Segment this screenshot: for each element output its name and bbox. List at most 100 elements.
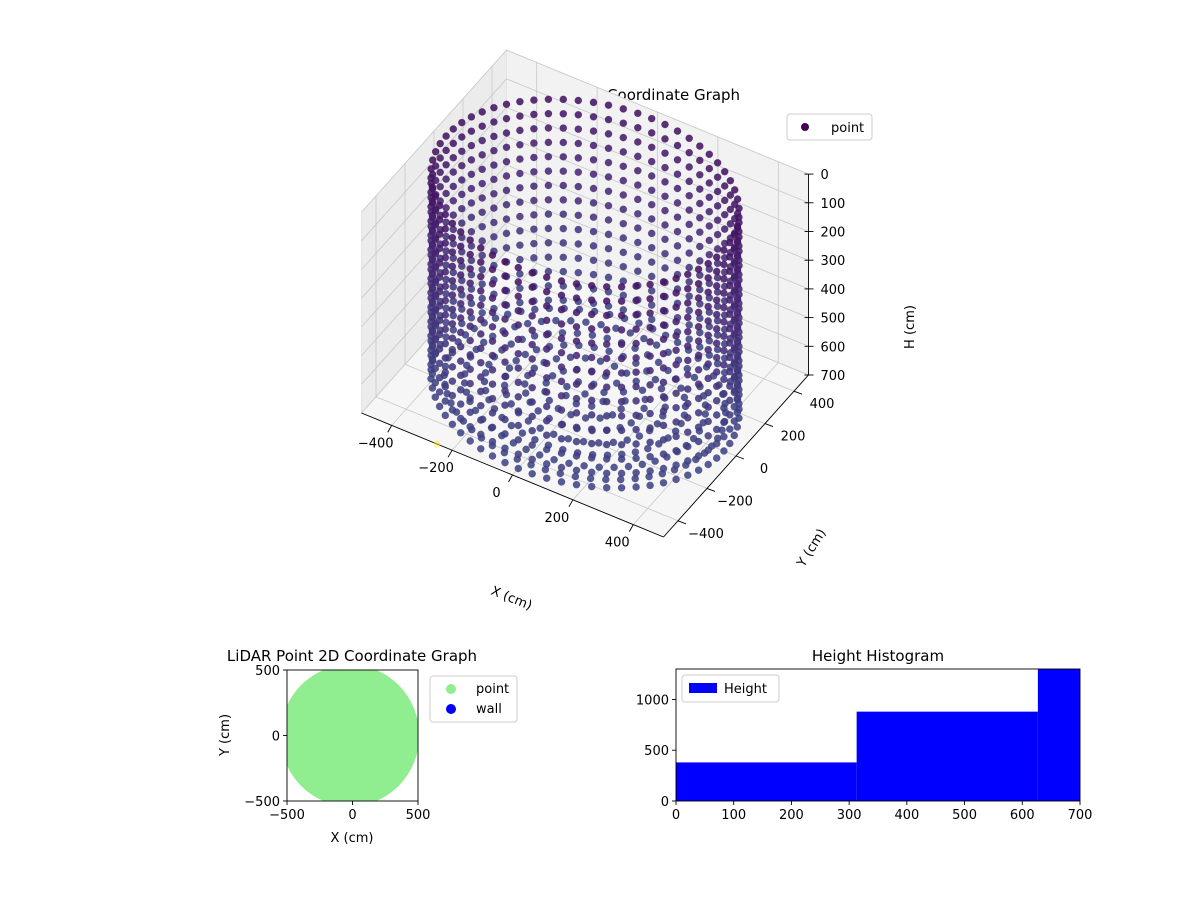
data-point — [726, 253, 734, 261]
data-point — [476, 401, 485, 410]
chart-2d-y-tick-label: −500 — [244, 795, 280, 810]
data-point — [530, 239, 538, 248]
data-point — [619, 176, 628, 185]
data-point — [441, 411, 450, 420]
data-point — [730, 402, 739, 411]
data-point — [478, 194, 487, 202]
data-point — [685, 148, 694, 157]
chart-2d-legend-wall-marker — [446, 704, 456, 714]
data-point — [602, 412, 611, 420]
data-point — [516, 212, 524, 221]
data-point — [441, 325, 450, 334]
data-point — [501, 415, 509, 424]
data-point — [542, 474, 551, 483]
y-tick-mark — [735, 455, 745, 460]
data-point — [672, 346, 680, 355]
data-point — [428, 183, 437, 191]
data-point — [602, 440, 611, 449]
data-point — [476, 444, 485, 453]
data-point — [516, 112, 524, 120]
data-point — [532, 345, 541, 354]
data-point — [587, 411, 596, 419]
y-tick-label: −400 — [688, 527, 724, 542]
data-point — [704, 259, 713, 268]
data-point — [466, 250, 475, 259]
data-point — [514, 278, 523, 286]
data-point — [713, 216, 722, 224]
data-point — [596, 357, 605, 366]
data-point — [720, 303, 728, 312]
data-point — [646, 280, 654, 289]
data-point — [478, 136, 487, 145]
data-point — [478, 151, 487, 159]
data-point — [733, 380, 742, 388]
chart-2d-title: LiDAR Point 2D Coordinate Graph — [227, 647, 477, 665]
data-point — [696, 228, 704, 236]
data-point — [720, 375, 728, 384]
data-point — [704, 403, 713, 411]
data-point — [456, 271, 465, 279]
data-point — [587, 353, 596, 362]
data-point — [617, 283, 626, 291]
data-point — [617, 405, 626, 413]
chart-hist-y-tick-label: 1000 — [636, 693, 669, 708]
data-point — [572, 394, 581, 403]
chart-hist-plot: 0 100 200 300 400 500 600 700 0 500 1000 — [636, 668, 1092, 823]
data-point — [431, 292, 440, 301]
data-point — [609, 438, 618, 447]
data-point — [720, 447, 728, 455]
data-point — [557, 320, 566, 328]
data-point — [502, 243, 511, 252]
data-point — [457, 176, 466, 184]
data-point — [672, 432, 680, 441]
data-point — [476, 344, 485, 353]
data-point — [514, 292, 523, 301]
data-point — [602, 383, 611, 392]
data-point — [448, 305, 457, 314]
data-point — [647, 315, 656, 324]
data-point — [435, 287, 444, 296]
data-point — [705, 222, 714, 230]
grid-z-back — [506, 78, 809, 204]
data-point — [673, 338, 682, 347]
data-point — [488, 409, 497, 417]
data-point — [587, 281, 596, 290]
data-point — [466, 394, 475, 402]
data-point — [685, 191, 694, 200]
data-point — [587, 382, 596, 391]
data-point — [436, 168, 445, 177]
data-point — [696, 257, 704, 265]
data-point — [442, 160, 450, 169]
data-point — [617, 397, 626, 406]
data-point — [730, 331, 739, 339]
data-point — [672, 375, 680, 383]
data-point — [730, 388, 739, 397]
data-point — [542, 287, 551, 296]
data-point — [435, 244, 444, 253]
data-point — [651, 457, 659, 466]
data-point — [712, 411, 721, 419]
data-point — [646, 338, 654, 346]
data-point — [514, 321, 523, 329]
data-point — [720, 210, 729, 219]
data-point — [441, 368, 450, 377]
chart-hist-y-tick-label: 0 — [661, 795, 669, 810]
data-point — [651, 375, 660, 384]
grid-z-back — [506, 107, 809, 232]
data-point — [542, 416, 551, 425]
data-point — [572, 337, 581, 346]
data-point — [619, 133, 628, 142]
data-point — [478, 294, 487, 303]
data-point — [442, 333, 450, 341]
data-point — [514, 263, 523, 272]
data-point — [534, 407, 543, 415]
data-point — [694, 423, 703, 432]
data-point — [726, 191, 735, 199]
data-point — [431, 192, 440, 201]
data-point — [610, 463, 618, 472]
data-point — [456, 328, 465, 337]
data-point — [720, 389, 728, 398]
data-point — [448, 348, 457, 357]
data-point — [544, 224, 553, 233]
